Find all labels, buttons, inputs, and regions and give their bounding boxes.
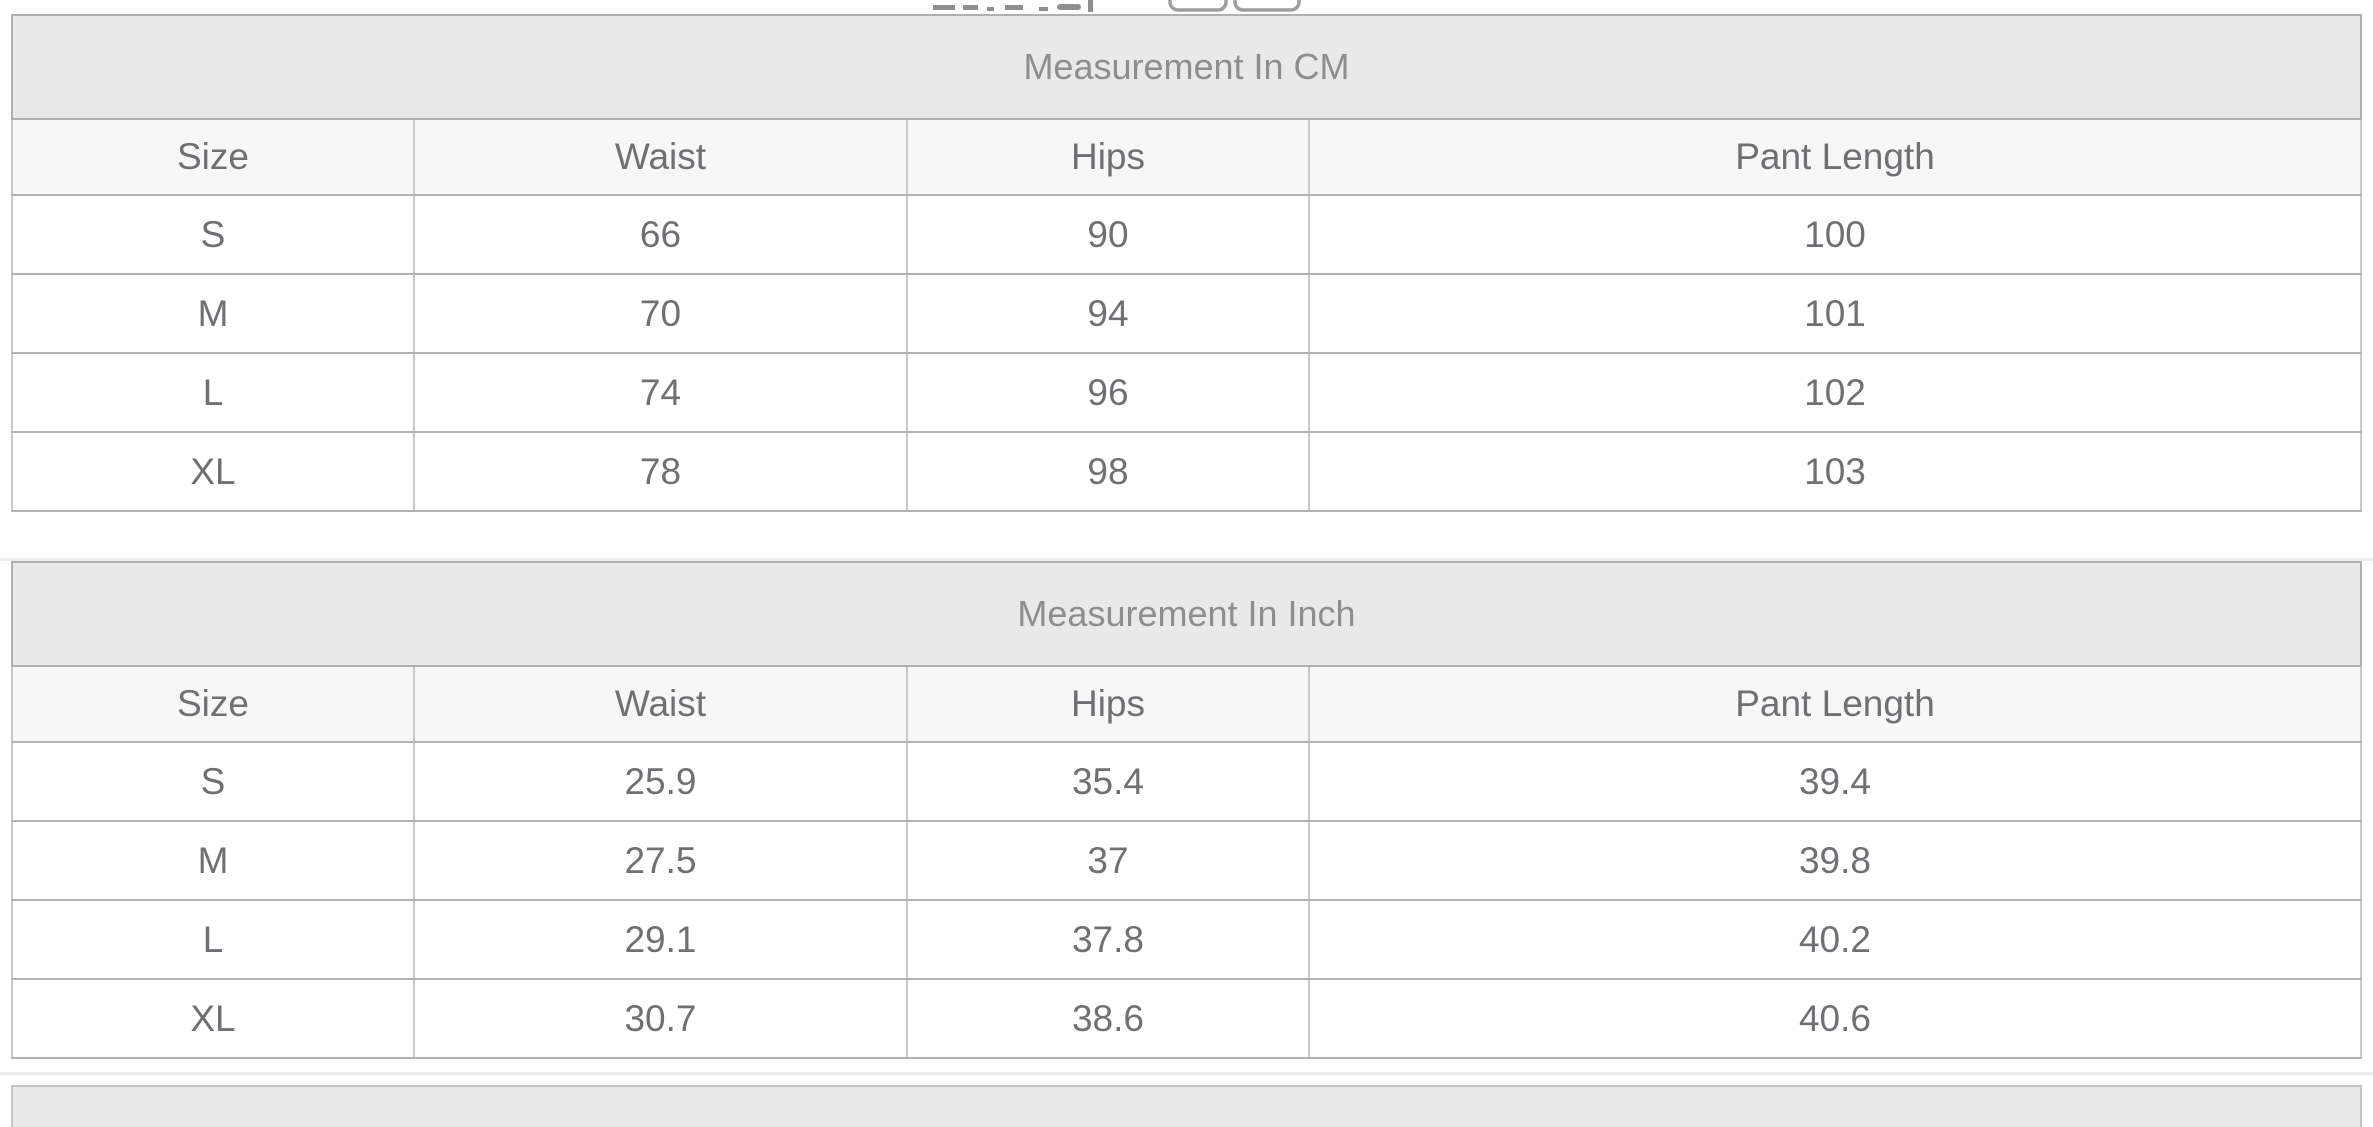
table-cell: S bbox=[11, 741, 415, 822]
table-cell: 98 bbox=[906, 431, 1310, 512]
table-cell: 35.4 bbox=[906, 741, 1310, 822]
table-cell: 27.5 bbox=[413, 820, 908, 901]
table-cell: 96 bbox=[906, 352, 1310, 433]
table-title: Measurement In Inch bbox=[11, 561, 2362, 667]
table-row: L 29.1 37.8 40.2 bbox=[11, 899, 2362, 980]
table-cell: 38.6 bbox=[906, 978, 1310, 1059]
table-row: XL 78 98 103 bbox=[11, 431, 2362, 512]
table-cell: 94 bbox=[906, 273, 1310, 354]
column-header-size: Size bbox=[11, 665, 415, 743]
table-cell: L bbox=[11, 352, 415, 433]
table-header-row: Size Waist Hips Pant Length bbox=[11, 665, 2362, 743]
column-header-pant-length: Pant Length bbox=[1308, 665, 2362, 743]
table-cell: 66 bbox=[413, 194, 908, 275]
table-title: Measurement In CM bbox=[11, 14, 2362, 120]
size-table-inch: Measurement In Inch Size Waist Hips Pant… bbox=[11, 561, 2362, 1059]
column-header-hips: Hips bbox=[906, 118, 1310, 196]
table-cell: 100 bbox=[1308, 194, 2362, 275]
measurement-table-inch: Measurement In Inch Size Waist Hips Pant… bbox=[11, 561, 2362, 1059]
table-row: M 70 94 101 bbox=[11, 273, 2362, 354]
table-row: S 25.9 35.4 39.4 bbox=[11, 741, 2362, 822]
table-row: XL 30.7 38.6 40.6 bbox=[11, 978, 2362, 1059]
table-cell: 90 bbox=[906, 194, 1310, 275]
column-header-waist: Waist bbox=[413, 665, 908, 743]
table-cell: S bbox=[11, 194, 415, 275]
table-cell: 101 bbox=[1308, 273, 2362, 354]
table-cell: 39.8 bbox=[1308, 820, 2362, 901]
table-cell: 103 bbox=[1308, 431, 2362, 512]
column-header-hips: Hips bbox=[906, 665, 1310, 743]
table-row: S 66 90 100 bbox=[11, 194, 2362, 275]
table-header-row: Size Waist Hips Pant Length bbox=[11, 118, 2362, 196]
table-cell: 37.8 bbox=[906, 899, 1310, 980]
measurement-table-cm: Measurement In CM Size Waist Hips Pant L… bbox=[11, 14, 2362, 512]
next-table-partial bbox=[11, 1085, 2362, 1127]
table-cell: L bbox=[11, 899, 415, 980]
column-header-pant-length: Pant Length bbox=[1308, 118, 2362, 196]
table-cell: M bbox=[11, 820, 415, 901]
table-cell: 37 bbox=[906, 820, 1310, 901]
cropped-glyphs-icon bbox=[933, 0, 1301, 12]
table-cell: 29.1 bbox=[413, 899, 908, 980]
table-cell: 39.4 bbox=[1308, 741, 2362, 822]
column-header-waist: Waist bbox=[413, 118, 908, 196]
table-cell: 40.6 bbox=[1308, 978, 2362, 1059]
size-table-cm: Measurement In CM Size Waist Hips Pant L… bbox=[11, 14, 2362, 512]
section-divider bbox=[0, 558, 2373, 561]
table-cell: XL bbox=[11, 431, 415, 512]
table-cell: M bbox=[11, 273, 415, 354]
table-row: L 74 96 102 bbox=[11, 352, 2362, 433]
table-cell: 30.7 bbox=[413, 978, 908, 1059]
table-cell: 102 bbox=[1308, 352, 2362, 433]
column-header-size: Size bbox=[11, 118, 415, 196]
table-title-row: Measurement In CM bbox=[11, 14, 2362, 120]
table-cell: 78 bbox=[413, 431, 908, 512]
cropped-title-remnant bbox=[0, 0, 2373, 14]
table-cell: 70 bbox=[413, 273, 908, 354]
table-cell: 40.2 bbox=[1308, 899, 2362, 980]
table-cell: XL bbox=[11, 978, 415, 1059]
table-cell: 25.9 bbox=[413, 741, 908, 822]
table-cell: 74 bbox=[413, 352, 908, 433]
table-row: M 27.5 37 39.8 bbox=[11, 820, 2362, 901]
table-title-row: Measurement In Inch bbox=[11, 561, 2362, 667]
